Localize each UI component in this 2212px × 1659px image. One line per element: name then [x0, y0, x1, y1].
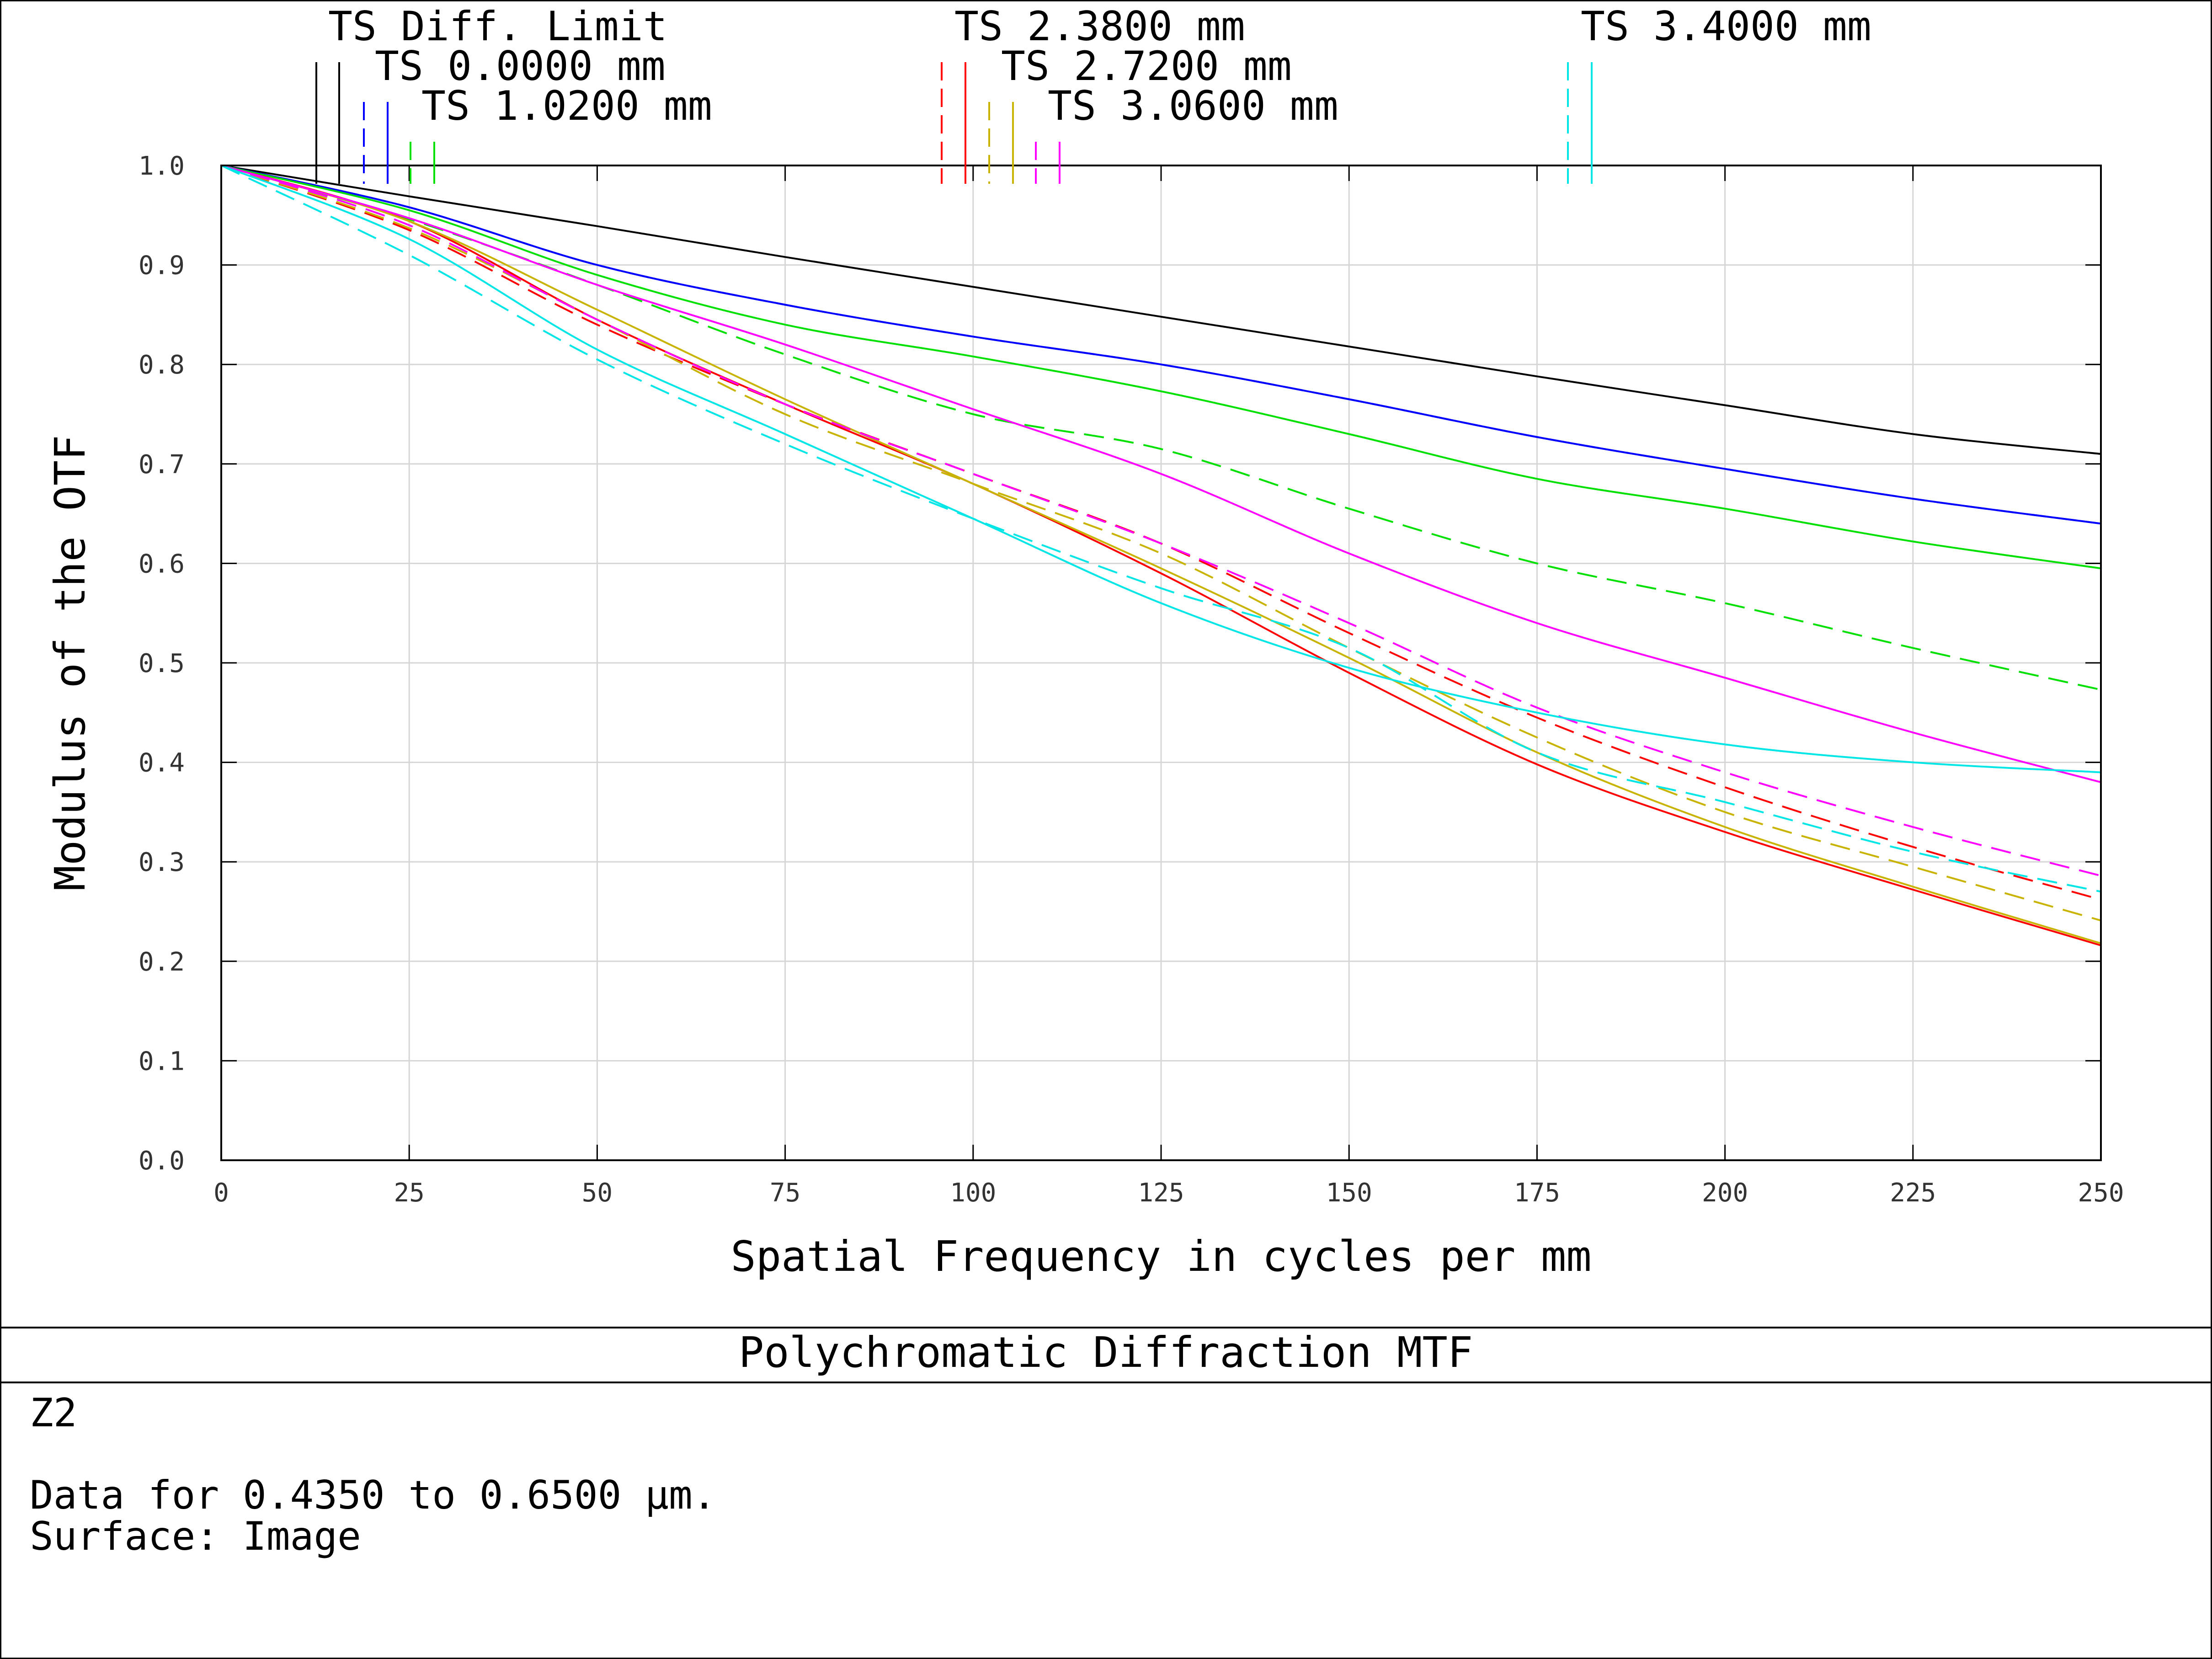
x-tick-label: 175	[1514, 1178, 1560, 1208]
mtf-curve-sagittal	[221, 165, 2101, 691]
mtf-curve-tangential	[221, 165, 2101, 784]
mtf-curve-sagittal	[221, 165, 2101, 877]
legend-label: TS 2.3800 mm	[954, 3, 1245, 50]
legend-label: TS 0.0000 mm	[375, 43, 666, 90]
y-tick-label: 0.5	[139, 649, 185, 678]
x-tick-label: 0	[213, 1178, 229, 1208]
x-tick-label: 50	[582, 1178, 613, 1208]
mtf-curve-tangential	[221, 165, 2101, 946]
y-tick-label: 1.0	[139, 151, 185, 181]
legend-label: TS 2.7200 mm	[1001, 43, 1292, 90]
y-tick-label: 0.6	[139, 549, 185, 579]
legend-label: TS Diff. Limit	[328, 3, 667, 50]
y-tick-label: 0.8	[139, 350, 185, 380]
x-tick-label: 150	[1326, 1178, 1372, 1208]
legend-label: TS 1.0200 mm	[421, 82, 712, 129]
mtf-curve-tangential	[221, 165, 2101, 773]
x-tick-label: 250	[2078, 1178, 2124, 1208]
x-tick-label: 200	[1702, 1178, 1748, 1208]
x-tick-label: 100	[950, 1178, 996, 1208]
x-tick-label: 125	[1138, 1178, 1184, 1208]
info-line-wavelength: Data for 0.4350 to 0.6500 µm.	[30, 1472, 716, 1518]
y-tick-label: 0.7	[139, 450, 185, 480]
axis-ticks: 0 25 50 75 100 125 150 175 200 225 250 0.0 0.1 0.2 0.3…	[139, 151, 2124, 1208]
info-line-lens: Z2	[30, 1390, 77, 1436]
y-tick-label: 0.4	[139, 748, 185, 778]
mtf-curve-tangential	[221, 165, 2101, 570]
x-tick-label: 75	[770, 1178, 800, 1208]
y-tick-label: 0.9	[139, 251, 185, 281]
y-tick-label: 0.2	[139, 947, 185, 977]
legend-label: TS 3.4000 mm	[1581, 3, 1871, 50]
y-tick-label: 0.3	[139, 848, 185, 877]
legend-label: TS 3.0600 mm	[1048, 82, 1338, 129]
mtf-curve-sagittal	[221, 165, 2101, 893]
mtf-curve-tangential	[221, 165, 2101, 944]
mtf-curve-tangential	[221, 165, 2101, 455]
x-tick-label: 225	[1890, 1178, 1936, 1208]
y-tick-label: 0.1	[139, 1046, 185, 1076]
info-line-surface: Surface: Image	[30, 1514, 361, 1559]
y-axis-title: Modulus of the OTF	[46, 435, 95, 891]
x-tick-label: 25	[394, 1178, 424, 1208]
x-axis-title: Spatial Frequency in cycles per mm	[730, 1232, 1591, 1281]
plot-series	[221, 165, 2101, 946]
footer-title: Polychromatic Diffraction MTF	[739, 1328, 1473, 1377]
mtf-curve-tangential	[221, 165, 2101, 525]
y-tick-label: 0.0	[139, 1146, 185, 1176]
